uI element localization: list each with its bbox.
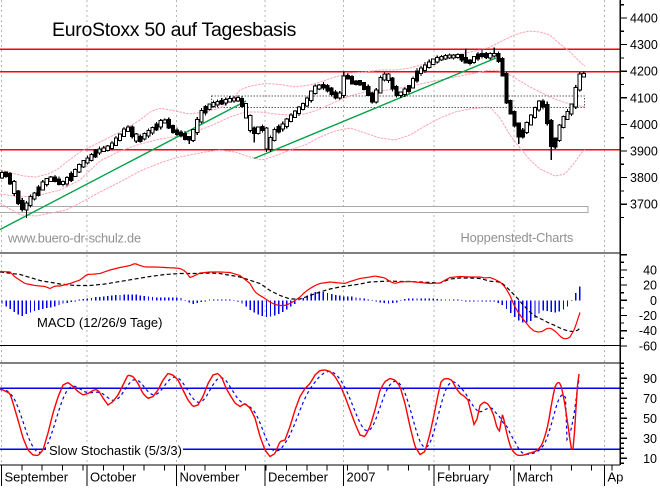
svg-text:2007: 2007 [347, 470, 376, 485]
svg-text:90: 90 [643, 372, 657, 386]
svg-text:0: 0 [650, 294, 657, 308]
svg-text:October: October [90, 470, 137, 485]
svg-text:www.buero-dr-schulz.de: www.buero-dr-schulz.de [7, 231, 141, 246]
svg-text:30: 30 [643, 432, 657, 446]
svg-text:Ap: Ap [608, 470, 624, 485]
svg-text:4300: 4300 [630, 38, 658, 52]
svg-text:40: 40 [643, 263, 657, 277]
svg-text:3900: 3900 [630, 145, 658, 159]
svg-text:-20: -20 [639, 309, 657, 323]
svg-text:November: November [180, 470, 241, 485]
svg-text:MACD (12/26/9 Tage): MACD (12/26/9 Tage) [37, 315, 163, 330]
svg-text:4200: 4200 [630, 65, 658, 79]
svg-text:Hoppenstedt-Charts: Hoppenstedt-Charts [461, 230, 574, 245]
svg-text:4400: 4400 [630, 12, 658, 26]
svg-text:February: February [437, 470, 490, 485]
svg-text:3800: 3800 [630, 171, 658, 185]
svg-text:4100: 4100 [630, 91, 658, 105]
svg-text:20: 20 [643, 279, 657, 293]
svg-text:December: December [268, 470, 329, 485]
svg-text:10: 10 [643, 452, 657, 466]
svg-text:-40: -40 [639, 324, 657, 338]
svg-text:Slow Stochastik (5/3/3): Slow Stochastik (5/3/3) [49, 443, 182, 458]
svg-text:4000: 4000 [630, 118, 658, 132]
svg-text:March: March [517, 470, 553, 485]
svg-text:3700: 3700 [630, 198, 658, 212]
svg-text:-60: -60 [639, 339, 657, 353]
svg-text:September: September [5, 470, 69, 485]
svg-text:50: 50 [643, 412, 657, 426]
svg-text:EuroStoxx 50 auf Tagesbasis: EuroStoxx 50 auf Tagesbasis [52, 19, 297, 41]
svg-text:70: 70 [643, 392, 657, 406]
